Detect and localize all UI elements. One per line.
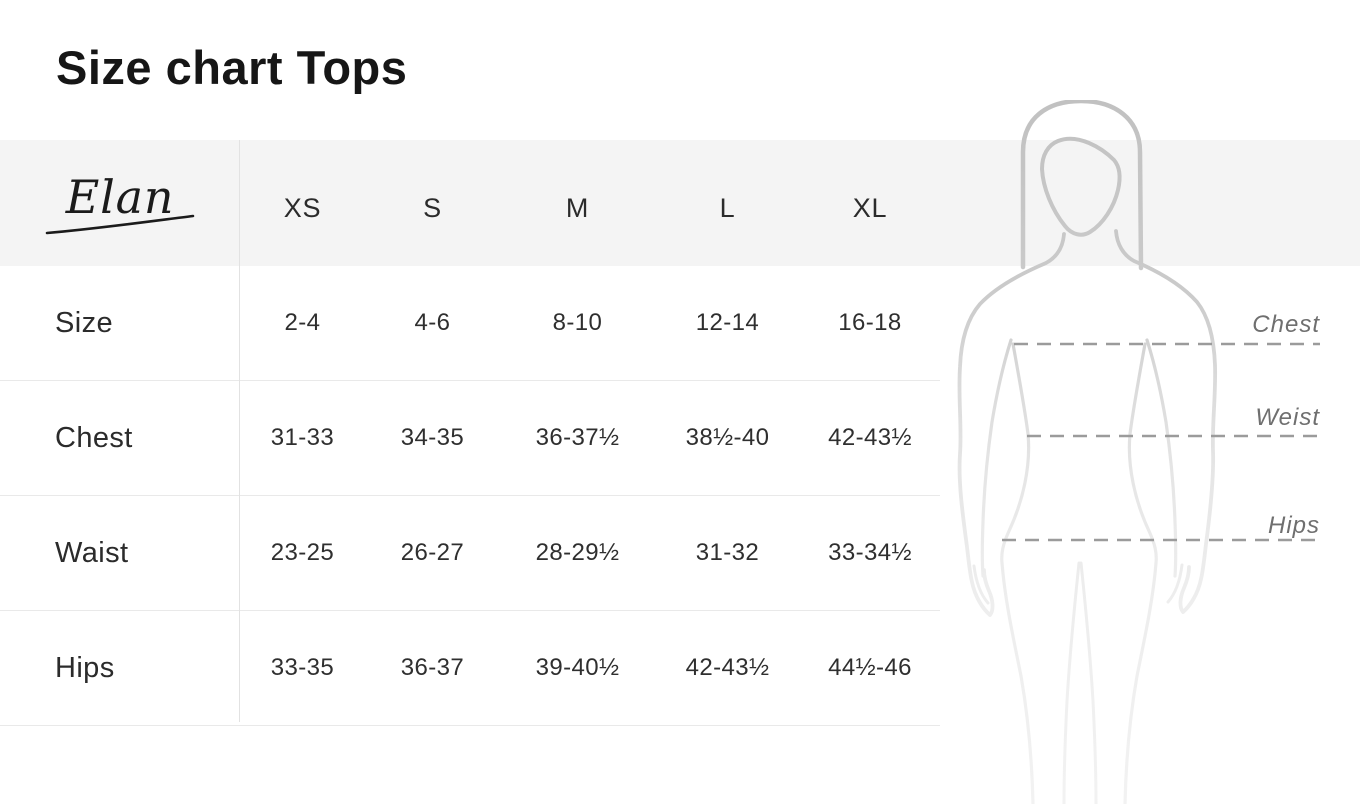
row-label-waist: Waist xyxy=(55,536,129,569)
hips-l: 42-43½ xyxy=(685,654,770,681)
hips-measure-label: Hips xyxy=(1267,512,1320,539)
waist-xl: 33-34½ xyxy=(828,539,912,566)
chest-m: 36-37½ xyxy=(535,424,620,451)
table-row-waist: Waist 23-25 26-27 28-29½ 31-32 33-34½ xyxy=(0,496,940,611)
size-l: 12-14 xyxy=(695,309,760,336)
table-header-row: Elan XS S M L XL xyxy=(0,140,940,266)
size-s: 4-6 xyxy=(414,309,451,336)
brand-logo-signature: Elan xyxy=(45,170,195,235)
right-shoulder-arm-outline xyxy=(1114,229,1218,614)
face-outline xyxy=(1040,136,1122,237)
column-header-xl: XL xyxy=(852,192,888,223)
size-chart-table: Elan XS S M L XL Size 2-4 4-6 8-10 12-14… xyxy=(0,140,940,726)
table-row-chest: Chest 31-33 34-35 36-37½ 38½-40 42-43½ xyxy=(0,381,940,496)
waist-measure-label: Weist xyxy=(1255,404,1320,431)
inner-leg-lines xyxy=(1062,561,1098,804)
row-label-hips: Hips xyxy=(55,651,115,684)
row-label-chest: Chest xyxy=(55,421,133,454)
table-row-hips: Hips 33-35 36-37 39-40½ 42-43½ 44½-46 xyxy=(0,611,940,726)
body-silhouette-figure xyxy=(957,98,1320,804)
hips-xl: 44½-46 xyxy=(828,654,912,681)
column-header-s: S xyxy=(423,192,442,223)
waist-xs: 23-25 xyxy=(270,539,335,566)
left-hand-detail xyxy=(972,564,990,605)
right-hand-detail xyxy=(1166,563,1184,604)
left-torso-hip-leg-line xyxy=(1000,342,1035,804)
column-header-m: M xyxy=(565,192,590,223)
chest-xs: 31-33 xyxy=(270,424,335,451)
table-header-band xyxy=(0,140,1360,266)
size-xl: 16-18 xyxy=(838,309,902,336)
size-m: 8-10 xyxy=(552,309,603,336)
size-xs: 2-4 xyxy=(284,309,321,336)
waist-s: 26-27 xyxy=(400,539,465,566)
logo-underline-flourish xyxy=(45,214,195,235)
chest-measure-label: Chest xyxy=(1252,311,1320,338)
table-column-divider xyxy=(239,140,240,722)
column-header-l: L xyxy=(719,192,736,223)
chest-xl: 42-43½ xyxy=(828,424,912,451)
chest-s: 34-35 xyxy=(400,424,465,451)
brand-logo: Elan xyxy=(0,140,240,266)
table-row-size: Size 2-4 4-6 8-10 12-14 16-18 xyxy=(0,266,940,381)
right-torso-hip-leg-line xyxy=(1123,342,1158,804)
left-inner-arm-line xyxy=(980,338,1013,578)
hips-s: 36-37 xyxy=(400,654,465,681)
brand-logo-text: Elan xyxy=(65,170,175,224)
right-inner-arm-line xyxy=(1145,338,1178,578)
body-silhouette-area xyxy=(940,98,1360,804)
hips-m: 39-40½ xyxy=(535,654,620,681)
waist-l: 31-32 xyxy=(695,539,760,566)
hips-xs: 33-35 xyxy=(270,654,335,681)
row-label-size: Size xyxy=(55,306,114,339)
hair-outline xyxy=(1020,98,1144,271)
chest-l: 38½-40 xyxy=(685,424,770,451)
left-shoulder-arm-outline xyxy=(957,232,1066,617)
column-header-xs: XS xyxy=(283,192,322,223)
page-title: Size chart Tops xyxy=(56,41,408,94)
waist-m: 28-29½ xyxy=(535,539,620,566)
